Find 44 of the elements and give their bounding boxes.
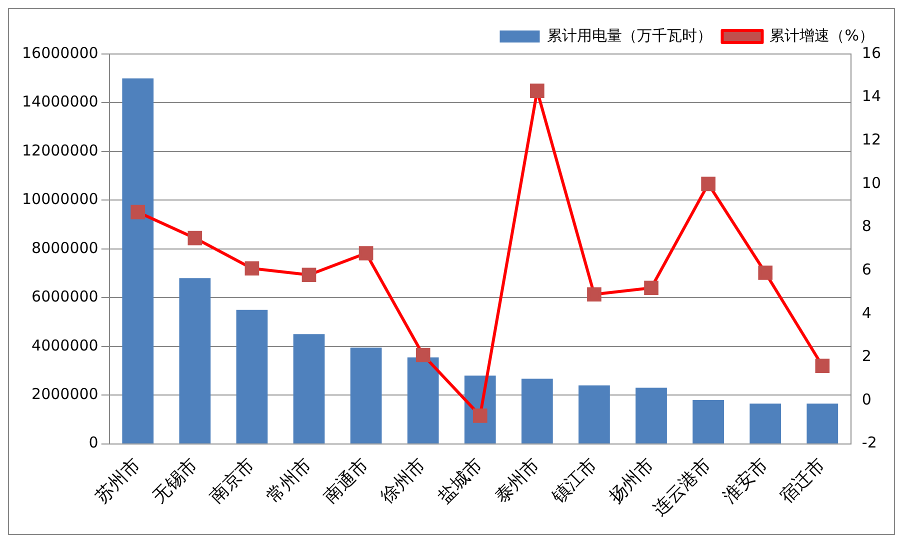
y2-tick-label: 12 bbox=[862, 130, 882, 149]
y-tick-label: 2000000 bbox=[32, 384, 98, 403]
y2-tick-label: 4 bbox=[862, 304, 872, 322]
x-tick-label: 盐城市 bbox=[434, 454, 487, 508]
y-tick-label: 8000000 bbox=[32, 238, 98, 257]
x-tick-label: 镇江市 bbox=[547, 454, 602, 508]
y2-tick-label: 14 bbox=[862, 87, 882, 106]
bar bbox=[407, 357, 439, 444]
y2-tick-label: 10 bbox=[862, 174, 882, 192]
x-tick-label: 南京市 bbox=[206, 454, 259, 508]
y-tick-label: 6000000 bbox=[32, 288, 98, 306]
x-tick-label: 南通市 bbox=[320, 454, 373, 508]
y-tick-label: 16000000 bbox=[22, 44, 98, 62]
x-tick-label: 苏州市 bbox=[92, 454, 145, 508]
y-tick-label: 10000000 bbox=[22, 190, 98, 208]
y-tick-label: 0 bbox=[88, 434, 98, 452]
bar bbox=[578, 385, 610, 444]
y-tick-label: 12000000 bbox=[22, 141, 98, 160]
bar bbox=[692, 400, 724, 444]
x-tick-label: 无锡市 bbox=[148, 454, 202, 508]
bar bbox=[806, 404, 838, 444]
legend-label: 累计增速（%） bbox=[770, 26, 874, 44]
y-tick-label: 4000000 bbox=[32, 336, 98, 354]
bar bbox=[236, 310, 268, 444]
y2-tick-label: 16 bbox=[862, 44, 882, 62]
bar bbox=[122, 78, 154, 444]
legend-label: 累计用电量（万千瓦时） bbox=[547, 26, 712, 44]
x-tick-label: 常州市 bbox=[262, 454, 316, 508]
x-tick-label: 淮安市 bbox=[719, 454, 772, 508]
y2-tick-label: 0 bbox=[862, 390, 872, 408]
bar bbox=[293, 334, 325, 444]
y-tick-label: 14000000 bbox=[22, 92, 98, 111]
bar bbox=[750, 404, 782, 444]
bar bbox=[636, 388, 667, 444]
bar bbox=[350, 348, 382, 444]
y2-tick-label: 2 bbox=[862, 347, 872, 366]
x-tick-label: 宿迁市 bbox=[776, 454, 830, 508]
y2-tick-label: -2 bbox=[862, 434, 877, 452]
y2-tick-label: 6 bbox=[862, 260, 872, 278]
x-tick-label: 徐州市 bbox=[376, 454, 430, 508]
bar bbox=[521, 378, 553, 444]
x-tick-label: 泰州市 bbox=[490, 454, 544, 508]
y2-tick-label: 8 bbox=[862, 217, 872, 236]
bar bbox=[179, 278, 211, 444]
